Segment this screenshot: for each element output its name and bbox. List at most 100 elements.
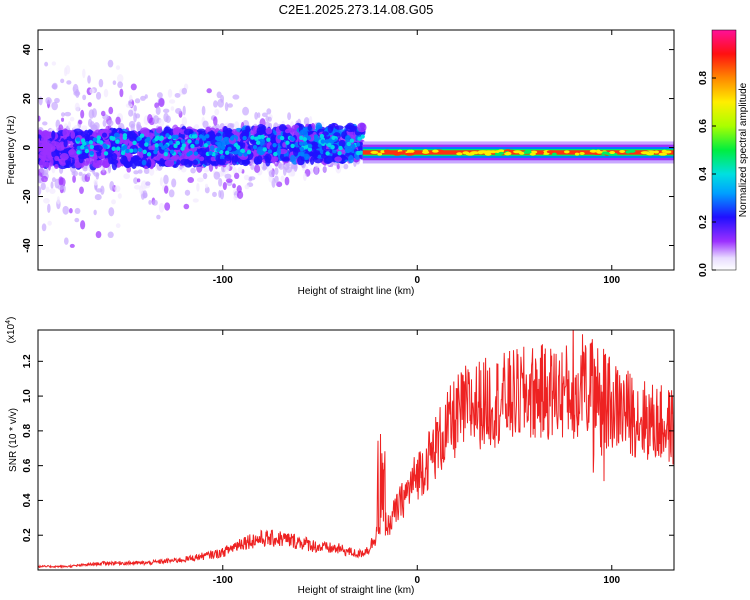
spectrogram-band-blob (217, 158, 227, 165)
spectrogram-peak-blob (299, 152, 305, 157)
spectrogram-noise-blob (136, 178, 141, 183)
spectrogram-peak-blob (144, 142, 149, 147)
spectrogram-peak-blob (356, 150, 361, 156)
spectrogram-peak-blob (187, 139, 192, 144)
spectrogram-tone-blob (658, 152, 668, 156)
spectrogram-tone-blob (477, 150, 486, 154)
spectrogram-tone-blob (504, 152, 512, 156)
spectrogram-band-blob (198, 130, 203, 135)
spectrogram-tone-blob (484, 150, 494, 154)
spectrogram-noise-blob (158, 98, 165, 108)
spectrogram-noise-blob (159, 177, 163, 187)
spectrogram-noise-blob (213, 116, 218, 126)
spectrogram-noise-blob (140, 95, 146, 101)
spectrogram-tone-blob (498, 151, 505, 155)
spectrogram-peak-blob (328, 138, 334, 144)
spectrogram-band-blob (70, 130, 76, 139)
spectrogram-band-blob (83, 133, 91, 139)
spectrogram-noise-blob (134, 98, 141, 104)
spectrogram-noise-blob (47, 203, 51, 214)
spectrogram-noise-blob (158, 118, 165, 127)
spectrogram-noise-blob (79, 186, 84, 195)
spectrogram-noise-blob (68, 208, 73, 214)
spectrogram-noise-blob (285, 166, 292, 173)
snr-series-line (38, 330, 674, 569)
spectrogram-peak-blob (299, 146, 305, 152)
spectrogram-noise-blob (62, 205, 69, 215)
spectrogram-band-blob (271, 156, 279, 162)
spectrogram-noise-blob (233, 194, 238, 201)
snr-y-ticks: 0.2 0.4 0.6 0.8 1.0 1.2 (22, 354, 674, 542)
spectrogram-peak-blob (136, 137, 141, 142)
bottom-y-tick-label: 0.2 (22, 528, 33, 542)
spectrogram-peak-blob (233, 142, 239, 148)
spectrogram-band-blob (132, 133, 138, 139)
spectrogram-tone-blob (422, 150, 430, 154)
spectrogram-noise-blob (163, 174, 169, 185)
spectrogram-noise-blob (82, 94, 87, 101)
spectrogram-peak-blob (171, 134, 177, 140)
spectrogram-noise-blob (130, 83, 137, 91)
spectrogram-peak-blob (223, 137, 228, 142)
spectrogram-noise-blob (69, 116, 75, 122)
spectrogram-peak-blob (355, 142, 361, 147)
spectrogram-noise-blob (229, 123, 235, 128)
spectrogram-noise-blob (206, 88, 212, 94)
spectrogram-band-blob (338, 139, 346, 148)
spectrogram-noise-blob (152, 115, 160, 125)
spectrogram-noise-blob (78, 119, 83, 125)
spectrogram-tone-blob (377, 152, 383, 156)
spectrogram-band-blob (121, 139, 131, 145)
spectrogram-noise-blob (171, 178, 177, 188)
spectrogram-noise-blob (115, 116, 121, 125)
spectrogram-noise-blob (232, 94, 240, 100)
spectrogram-band-blob (265, 127, 273, 135)
spectrogram-noise-blob (51, 177, 56, 183)
spectrogram-noise-blob (267, 116, 272, 122)
spectrogram-noise-blob (73, 170, 78, 177)
spectrogram-band-blob (159, 158, 165, 165)
spectrogram-band-blob (93, 145, 103, 151)
spectrogram-noise-blob (225, 178, 233, 183)
spectrogram-band-blob (55, 144, 61, 149)
spectrogram-peak-blob (75, 137, 81, 142)
spectrogram-tone-blob (404, 152, 415, 156)
spectrogram-peak-blob (111, 146, 116, 151)
spectrogram-peak-blob (306, 135, 311, 141)
spectrogram-tone-blob (653, 150, 660, 154)
spectrogram-band-blob (58, 141, 65, 147)
spectrogram-peak-blob (115, 139, 120, 144)
spectrogram-noise-blob (179, 165, 183, 170)
spectrogram-band-blob (65, 160, 72, 169)
colorbar-tick-label: 0.4 (698, 167, 709, 181)
spectrogram-noise-blob (170, 106, 175, 111)
spectrogram-peak-blob (168, 140, 174, 145)
spectrogram-noise-blob (196, 177, 204, 183)
spectrogram-peak-blob (208, 150, 213, 156)
snr-x-label: Height of straight line (km) (298, 585, 415, 596)
spectrogram-band-blob (51, 130, 56, 140)
spectrogram-peak-blob (242, 135, 247, 141)
spectrogram-noise-blob (63, 237, 69, 245)
spectrogram-noise-blob (45, 168, 49, 175)
spectrogram-tone-blob (498, 149, 505, 153)
spectrogram-peak-blob (137, 147, 143, 153)
spectrogram-noise-blob (184, 189, 191, 196)
spectrogram-tone-blob (552, 152, 557, 156)
spectrogram-band-blob (284, 128, 291, 134)
spectrogram-band-blob (68, 148, 77, 158)
spectrogram-noise-blob (82, 68, 86, 79)
spectrogram-peak-blob (175, 140, 181, 146)
spectrogram-noise-blob (203, 168, 210, 173)
spectrogram-noise-blob (152, 199, 158, 206)
spectrogram-band-blob (293, 148, 299, 157)
spectrogram-peak-blob (360, 134, 365, 139)
chart-title: C2E1.2025.273.14.08.G05 (279, 2, 434, 17)
spectrogram-peak-blob (76, 145, 82, 151)
spectrogram-noise-blob (98, 78, 104, 88)
spectrogram-peak-blob (252, 145, 258, 150)
spectrogram-noise-blob (86, 172, 91, 178)
spectrogram-peak-blob (257, 134, 262, 140)
spectrogram-band-blob (282, 142, 287, 148)
